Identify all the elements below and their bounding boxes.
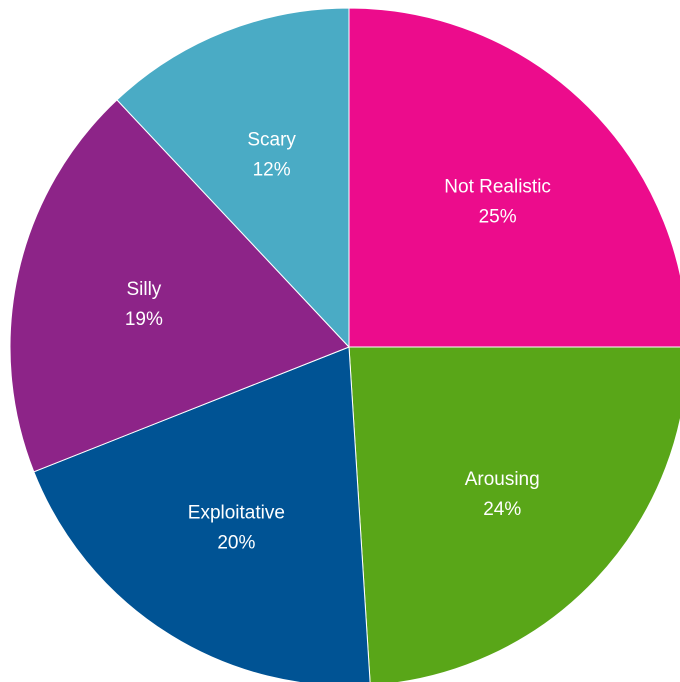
pie-slice-arousing xyxy=(348,346,680,682)
pie-slice-not-realistic xyxy=(348,7,680,348)
slice-label-scary: Scary xyxy=(247,130,296,151)
pie-slice-scary xyxy=(116,7,350,349)
slice-label-silly: Silly xyxy=(126,279,161,300)
slice-label-exploitative: Exploitative xyxy=(188,502,285,523)
pie-slices xyxy=(9,7,680,682)
slice-value-arousing: 24% xyxy=(483,499,521,520)
slice-value-silly: 19% xyxy=(125,309,163,330)
slice-value-not-realistic: 25% xyxy=(479,206,517,227)
slice-label-arousing: Arousing xyxy=(465,469,540,490)
pie-labels: Not Realistic 25% Arousing 24% Exploitative 2… xyxy=(125,130,551,554)
slice-value-exploitative: 20% xyxy=(217,532,255,553)
slice-label-not-realistic: Not Realistic xyxy=(444,176,551,197)
pie-slice-exploitative xyxy=(33,346,371,682)
pie-slice-silly xyxy=(9,99,350,473)
slice-value-scary: 12% xyxy=(253,160,291,181)
